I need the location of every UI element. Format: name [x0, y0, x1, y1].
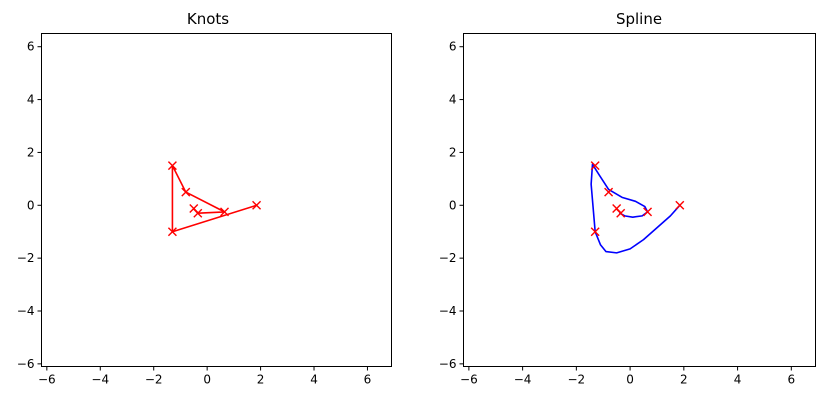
knots-x-tick-label: 4 [310, 373, 318, 387]
knots-marker-stroke [189, 203, 199, 213]
spline-y-tick-label: 0 [449, 198, 457, 212]
spline-y-tick-label: 6 [449, 40, 457, 54]
knots-x-tick-label: −4 [91, 373, 109, 387]
spline-marker-stroke [612, 203, 622, 213]
spline-knot-marker [604, 187, 614, 197]
knots-y-tick-label: 6 [27, 40, 35, 54]
spline-x-tick-label: 6 [787, 373, 795, 387]
knots-knot-marker [220, 207, 230, 217]
knots-y-tick-label: −4 [17, 304, 35, 318]
spline-knot-marker [612, 203, 622, 213]
knots-knot-marker [189, 203, 199, 213]
spline-y-tick-label: 4 [449, 93, 457, 107]
knots-y-tick-label: −2 [17, 251, 35, 265]
spline-marker-stroke [643, 207, 653, 217]
knots-axes-frame [41, 33, 392, 367]
spline-y-tick-label: −6 [439, 357, 457, 371]
knots-y-tick-label: 0 [27, 198, 35, 212]
spline-marker-stroke [590, 227, 600, 237]
spline-x-tick-label: 0 [626, 373, 634, 387]
spline-title: Spline [616, 10, 662, 28]
knots-x-tick-label: 0 [203, 373, 211, 387]
knots-marker-stroke [252, 200, 262, 210]
spline-plot-area [590, 161, 685, 254]
spline-series-line [590, 163, 681, 254]
spline-knot-marker [590, 227, 600, 237]
knots-y-tick-label: −6 [17, 357, 35, 371]
spline-y-tick-label: 2 [449, 145, 457, 159]
spline-marker-stroke [604, 187, 614, 197]
spline-knot-marker [675, 200, 685, 210]
spline-knot-marker [590, 161, 600, 171]
spline-y-tick-label: −4 [439, 304, 457, 318]
knots-marker-stroke [167, 227, 177, 237]
knots-knot-marker [167, 161, 177, 171]
spline-panel: Spline −6 −4 −2 0 2 4 6 −6 −4 −2 0 2 4 6 [439, 10, 816, 387]
spline-marker-stroke [590, 161, 600, 171]
knots-x-tick-label: −6 [38, 373, 56, 387]
spline-knot-marker [643, 207, 653, 217]
knots-plot-area [167, 161, 262, 237]
spline-x-tick-label: −6 [460, 373, 478, 387]
knots-title: Knots [187, 10, 229, 28]
knots-x-tick-label: 2 [257, 373, 265, 387]
knots-knot-marker [252, 200, 262, 210]
knots-y-tick-label: 2 [27, 145, 35, 159]
knots-series-line [171, 164, 258, 233]
spline-x-tick-label: 4 [734, 373, 742, 387]
knots-knot-marker [181, 187, 191, 197]
knots-marker-stroke [181, 187, 191, 197]
knots-y-tick-label: 4 [27, 93, 35, 107]
knots-x-tick-label: −2 [145, 373, 163, 387]
spline-x-tick-label: −2 [568, 373, 586, 387]
knots-marker-stroke [193, 208, 203, 218]
knots-x-tick-label: 6 [364, 373, 372, 387]
spline-marker-stroke [675, 200, 685, 210]
spline-marker-stroke [616, 208, 626, 218]
knots-marker-stroke [220, 207, 230, 217]
spline-x-tick-label: −4 [514, 373, 532, 387]
spline-y-tick-label: −2 [439, 251, 457, 265]
knots-knot-marker [167, 227, 177, 237]
spline-x-tick-label: 2 [680, 373, 688, 387]
spline-axes-frame [463, 33, 816, 367]
knots-panel: Knots −6 −4 −2 0 2 4 6 −6 −4 −2 0 2 4 6 [17, 10, 392, 387]
knots-marker-stroke [167, 161, 177, 171]
